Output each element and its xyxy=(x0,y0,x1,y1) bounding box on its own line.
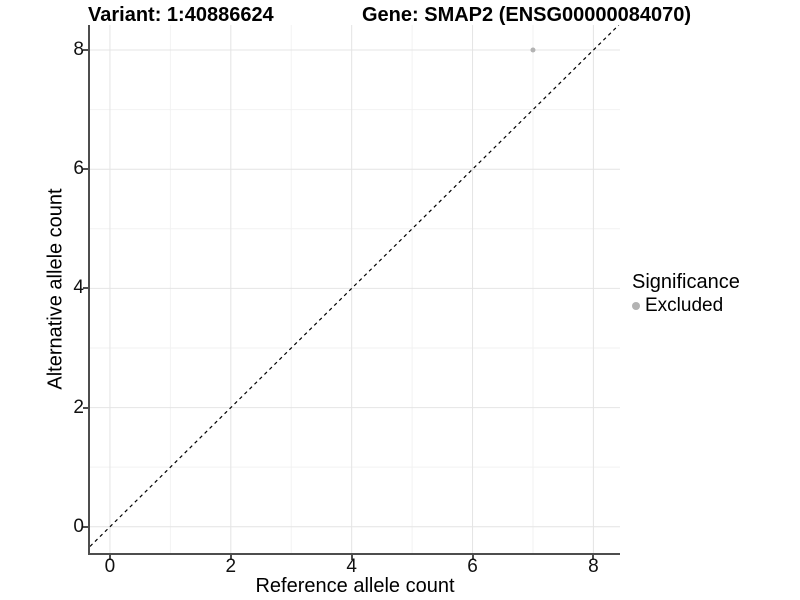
y-tick-label: 4 xyxy=(73,277,84,299)
data-point-excluded xyxy=(530,47,536,53)
x-tick-label: 4 xyxy=(346,556,357,577)
y-tick-mark xyxy=(83,168,88,171)
x-tick-mark xyxy=(108,555,111,560)
x-axis-title: Reference allele count xyxy=(255,575,455,597)
scatter-plot-canvas xyxy=(90,25,620,553)
y-tick-label: 0 xyxy=(73,515,84,537)
plot-title-variant: Variant: 1:40886624 xyxy=(88,4,274,26)
x-tick-label: 6 xyxy=(467,556,478,577)
y-tick-label: 6 xyxy=(73,158,84,180)
y-tick-mark xyxy=(83,49,88,52)
y-tick-mark xyxy=(83,287,88,290)
x-tick-label: 2 xyxy=(225,556,237,577)
y-tick-label: 2 xyxy=(73,396,84,418)
plot-panel xyxy=(88,25,620,555)
legend-item-excluded: Excluded xyxy=(632,295,740,317)
y-tick-label: 8 xyxy=(73,39,84,61)
x-tick-mark xyxy=(471,555,474,560)
plot-title-gene: Gene: SMAP2 (ENSG00000084070) xyxy=(362,4,692,26)
x-tick-label: 8 xyxy=(588,556,599,577)
x-tick-mark xyxy=(592,555,595,560)
x-tick-label: 0 xyxy=(104,556,116,577)
y-tick-mark xyxy=(83,406,88,409)
legend-title: Significance xyxy=(632,271,740,293)
x-tick-mark xyxy=(350,555,353,560)
identity-line xyxy=(90,25,620,547)
legend: Significance Excluded xyxy=(632,270,740,317)
y-axis-title: Alternative allele count xyxy=(44,188,67,390)
legend-item-label: Excluded xyxy=(645,295,724,316)
y-tick-mark xyxy=(83,525,88,528)
excluded-point-icon xyxy=(632,302,640,310)
x-tick-mark xyxy=(229,555,232,560)
